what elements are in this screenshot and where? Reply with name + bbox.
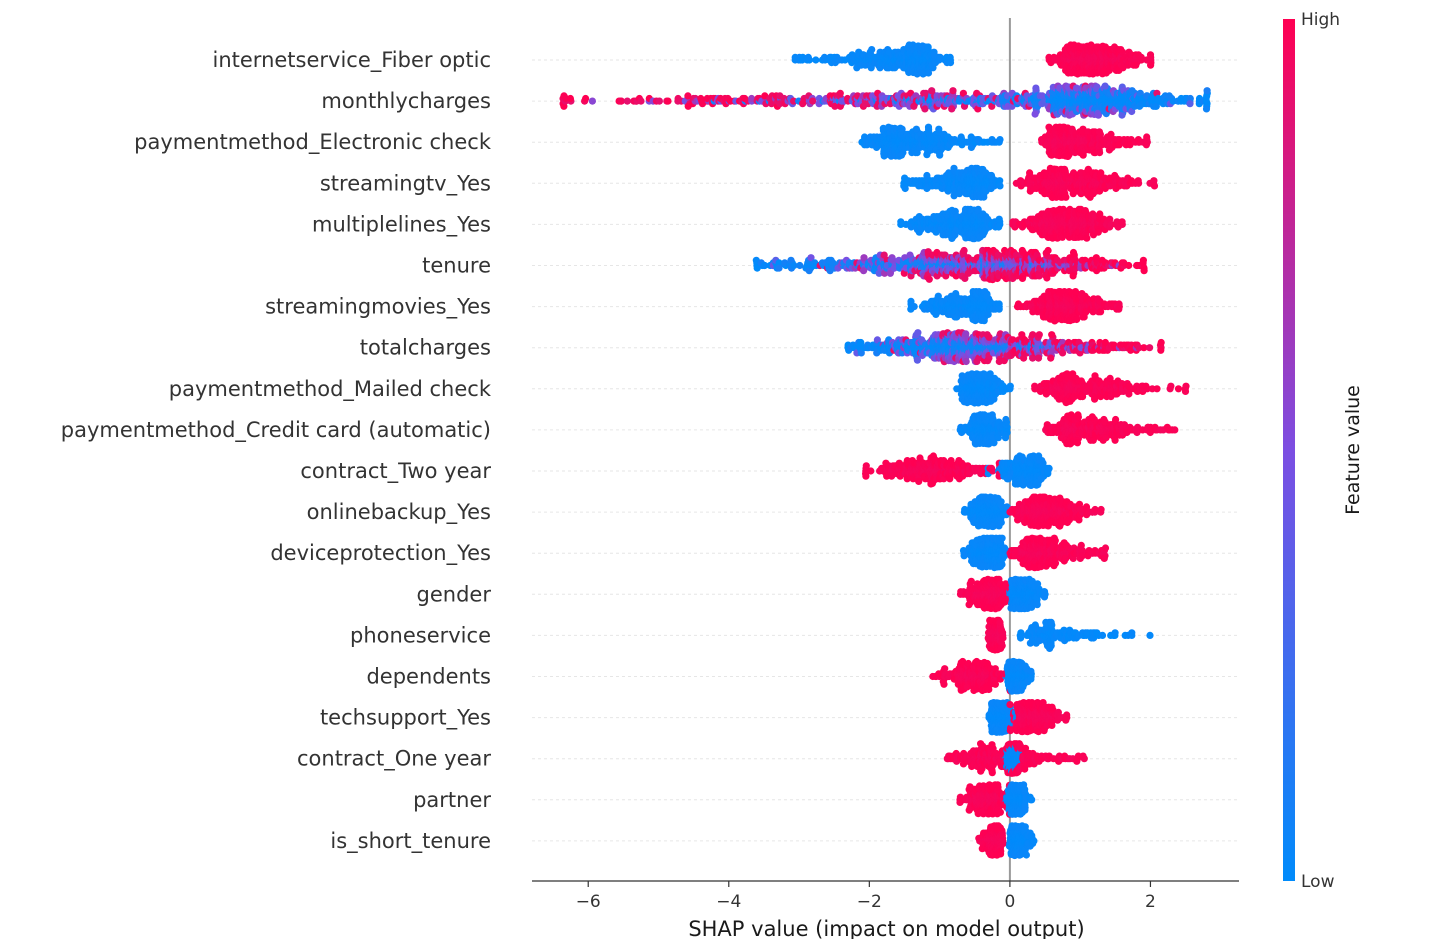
shap-point [1031, 110, 1039, 118]
shap-point [914, 329, 922, 337]
shap-point [1150, 182, 1159, 190]
shap-point [996, 136, 1004, 144]
shap-point [1140, 267, 1148, 275]
shap-point [957, 133, 965, 141]
shap-point [868, 46, 876, 54]
shap-point [1118, 218, 1126, 226]
shap-point [935, 125, 943, 133]
shap-point [809, 97, 817, 105]
shap-point [949, 87, 957, 95]
shap-point [1064, 152, 1072, 160]
row-guides [532, 59, 1239, 842]
shap-point [582, 94, 590, 103]
shap-point [1117, 46, 1125, 54]
shap-point [1143, 133, 1151, 141]
shap-point [623, 97, 631, 105]
shap-point [1101, 82, 1109, 90]
shap-point [775, 264, 783, 272]
shap-point [664, 97, 672, 105]
shap-point [924, 43, 932, 51]
shap-point [1186, 100, 1194, 108]
shap-point [812, 56, 820, 64]
shap-point [1203, 87, 1211, 95]
shap-point [1044, 246, 1052, 255]
shap-point [946, 59, 955, 67]
shap-point [1018, 274, 1027, 282]
shap-point [1142, 141, 1150, 149]
shap-point [1060, 165, 1069, 173]
shap-point [1115, 305, 1123, 313]
shap-point [867, 64, 875, 72]
shap-point [1202, 105, 1211, 113]
shap-point [925, 275, 933, 283]
shap-point [995, 215, 1003, 223]
shap-point [995, 305, 1003, 313]
shap-point [1139, 256, 1147, 264]
shap-point [566, 94, 575, 103]
shap-point [804, 53, 812, 62]
shap-point [1105, 146, 1113, 154]
shap-point [910, 303, 918, 311]
shap-point [1118, 111, 1126, 119]
shap-point [948, 105, 956, 113]
shap-point [1071, 288, 1080, 296]
shap-point [924, 123, 933, 131]
shap-point [960, 246, 968, 255]
shap-point [897, 151, 906, 159]
shap-point [1096, 149, 1104, 157]
shap-point [1125, 261, 1133, 270]
shap-point [588, 97, 597, 105]
shap-point [1069, 272, 1077, 280]
shap-point [655, 97, 664, 105]
shap-point [1094, 228, 1102, 236]
shap-point [996, 182, 1004, 190]
shap-point [836, 89, 844, 97]
shap-point [1032, 84, 1040, 92]
shap-point [1147, 61, 1155, 69]
shap-point [936, 151, 944, 159]
beeswarm-points [559, 41, 1211, 860]
shap-point [1146, 51, 1155, 59]
shap-point [1062, 193, 1070, 201]
shap-point [995, 223, 1003, 231]
shap-point [932, 310, 940, 318]
shap-point [1095, 128, 1103, 136]
shap-point [1069, 248, 1078, 257]
shap-point [1083, 234, 1091, 242]
shap-point [796, 261, 804, 270]
shap-point [637, 97, 645, 105]
shap-point [1134, 177, 1142, 185]
